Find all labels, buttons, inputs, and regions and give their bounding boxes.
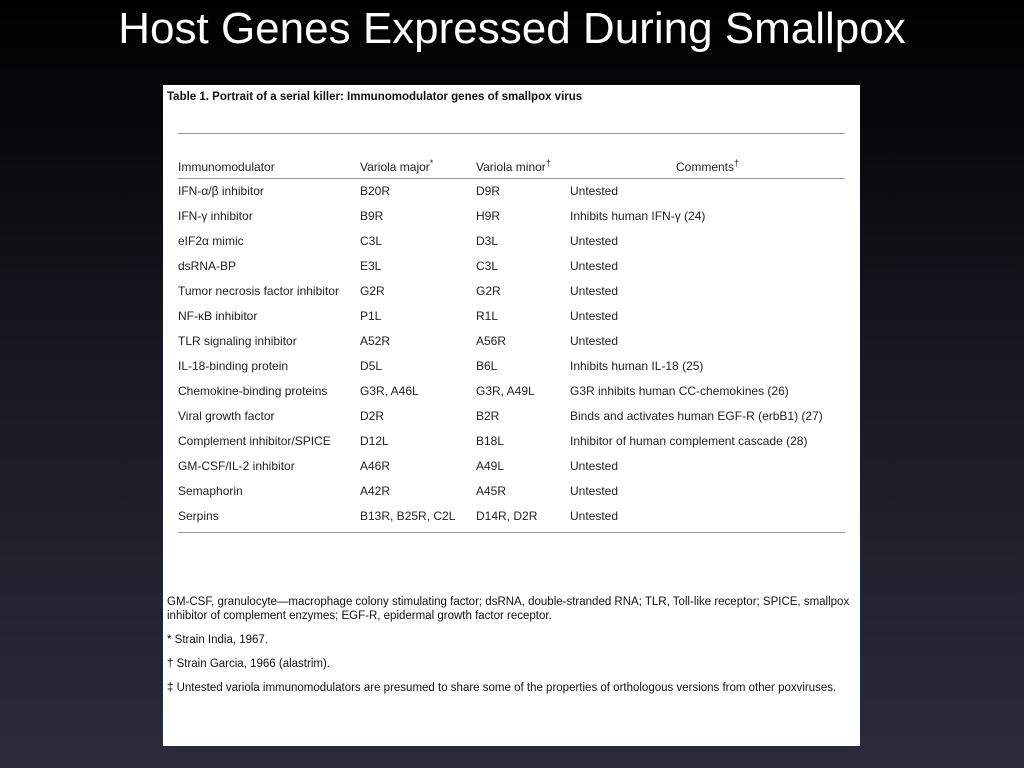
- table-cell: Tumor necrosis factor inhibitor: [178, 284, 339, 298]
- table-row: Complement inhibitor/SPICE D12L B18L Inhibi…: [178, 429, 845, 454]
- table-cell: Untested: [570, 284, 619, 298]
- table-cell: D5L: [360, 359, 383, 373]
- table-cell: R1L: [476, 309, 499, 323]
- footnote: GM-CSF, granulocyte—macrophage colony st…: [167, 596, 850, 622]
- table-image: Table 1. Portrait of a serial killer: Im…: [163, 85, 860, 746]
- table-cell: eIF2α mimic: [178, 234, 244, 248]
- table-cell: H9R: [476, 209, 501, 223]
- table-row: IL-18-binding protein D5L B6L Inhibits huma…: [178, 354, 845, 379]
- table-cell: B20R: [360, 184, 391, 198]
- table-cell: G3R inhibits human CC-chemokines (26): [570, 384, 789, 398]
- table-caption: Table 1. Portrait of a serial killer: Im…: [167, 91, 583, 103]
- table-cell: G3R, A46L: [360, 384, 419, 398]
- table-cell: Untested: [570, 234, 619, 248]
- table-cell: E3L: [360, 259, 382, 273]
- table-row: Tumor necrosis factor inhibitor G2R G2R Unt…: [178, 279, 845, 304]
- table-row: IFN-α/β inhibitor B20R D9R Untested: [178, 179, 845, 204]
- table-cell: Untested: [570, 459, 619, 473]
- table-cell: TLR signaling inhibitor: [178, 334, 297, 348]
- header-footnote-mark: †: [545, 158, 551, 168]
- table-row: eIF2α mimic C3L D3L Untested: [178, 229, 845, 254]
- table-cell: Semaphorin: [178, 484, 243, 498]
- table-cell: A49L: [476, 459, 505, 473]
- table-row: TLR signaling inhibitor A52R A56R Untested: [178, 329, 845, 354]
- table-row: IFN-γ inhibitor B9R H9R Inhibits human IFN-…: [178, 204, 845, 229]
- table-cell: D3L: [476, 234, 499, 248]
- table-cell: Inhibits human IL-18 (25): [570, 359, 704, 373]
- table-row: Viral growth factor D2R B2R Binds and activ…: [178, 404, 845, 429]
- table-cell: D9R: [476, 184, 501, 198]
- table-row: NF-κB inhibitor P1L R1L Untested: [178, 304, 845, 329]
- table-cell: Untested: [570, 309, 619, 323]
- table-row: GM-CSF/IL-2 inhibitor A46R A49L Untested: [178, 454, 845, 479]
- footnote: ‡ Untested variola immunomodulators are …: [167, 682, 837, 694]
- table-cell: Inhibitor of human complement cascade (2…: [570, 434, 808, 448]
- header-text: Variola minor: [476, 160, 546, 174]
- table-cell: Viral growth factor: [178, 409, 275, 423]
- table-cell: Untested: [570, 259, 619, 273]
- footnotes: GM-CSF, granulocyte—macrophage colony st…: [167, 595, 855, 705]
- table-cell: A52R: [360, 334, 391, 348]
- table-cell: Binds and activates human EGF-R (erbB1) …: [570, 409, 823, 423]
- table-cell: Complement inhibitor/SPICE: [178, 434, 331, 448]
- table-cell: Chemokine-binding proteins: [178, 384, 328, 398]
- table-cell: Untested: [570, 184, 619, 198]
- table-cell: IL-18-binding protein: [178, 359, 289, 373]
- column-header: Comments†: [570, 134, 845, 179]
- table-cell: G2R: [360, 284, 385, 298]
- table-cell: A46R: [360, 459, 391, 473]
- table-cell: C3L: [476, 259, 499, 273]
- header-text: Immunomodulator: [178, 160, 275, 174]
- table-cell: GM-CSF/IL-2 inhibitor: [178, 459, 295, 473]
- table-cell: Untested: [570, 484, 619, 498]
- header-text: Variola major: [360, 160, 430, 174]
- table-cell: G2R: [476, 284, 501, 298]
- table-cell: C3L: [360, 234, 383, 248]
- table-cell: B9R: [360, 209, 384, 223]
- table-cell: A56R: [476, 334, 507, 348]
- table-cell: Serpins: [178, 504, 360, 533]
- table-row: Chemokine-binding proteins G3R, A46L G3R, …: [178, 379, 845, 404]
- table: Immunomodulator Variola major* Variola min…: [178, 133, 845, 533]
- table-cell: IFN-γ inhibitor: [178, 209, 253, 223]
- column-header: Immunomodulator: [178, 134, 360, 179]
- table-cell: B13R, B25R, C2L: [360, 504, 476, 533]
- column-header: Variola minor†: [476, 134, 570, 179]
- table-cell: P1L: [360, 309, 382, 323]
- table-cell: G3R, A49L: [476, 384, 535, 398]
- column-header: Variola major*: [360, 134, 476, 179]
- header-footnote-mark: *: [429, 158, 434, 168]
- table-cell: D2R: [360, 409, 385, 423]
- table-row: dsRNA-BP E3L C3L Untested: [178, 254, 845, 279]
- table-cell: NF-κB inhibitor: [178, 309, 258, 323]
- table-cell: B18L: [476, 434, 505, 448]
- table-cell: D12L: [360, 434, 389, 448]
- header-text: Comments: [675, 160, 734, 174]
- table-cell: B6L: [476, 359, 498, 373]
- header-row: Immunomodulator Variola major* Variola min…: [178, 134, 845, 179]
- footnote: * Strain India, 1967.: [167, 634, 269, 646]
- table-cell: IFN-α/β inhibitor: [178, 184, 264, 198]
- footnote: † Strain Garcia, 1966 (alastrim).: [167, 658, 330, 670]
- table-cell: D14R, D2R: [476, 504, 570, 533]
- header-footnote-mark: †: [734, 158, 740, 168]
- table-cell: A45R: [476, 484, 507, 498]
- table-row: Serpins B13R, B25R, C2L D14R, D2R Untested: [178, 504, 845, 533]
- table-cell: A42R: [360, 484, 391, 498]
- table-cell: dsRNA-BP: [178, 259, 237, 273]
- table-cell: Untested: [570, 334, 619, 348]
- table-cell: Inhibits human IFN-γ (24): [570, 209, 706, 223]
- table-cell: Untested: [570, 504, 845, 533]
- table-cell: B2R: [476, 409, 500, 423]
- table-row: Semaphorin A42R A45R Untested: [178, 479, 845, 504]
- table-body: IFN-α/β inhibitor B20R D9R Untested IFN-γ in…: [178, 179, 845, 533]
- slide-title: Host Genes Expressed During Smallpox: [118, 4, 906, 53]
